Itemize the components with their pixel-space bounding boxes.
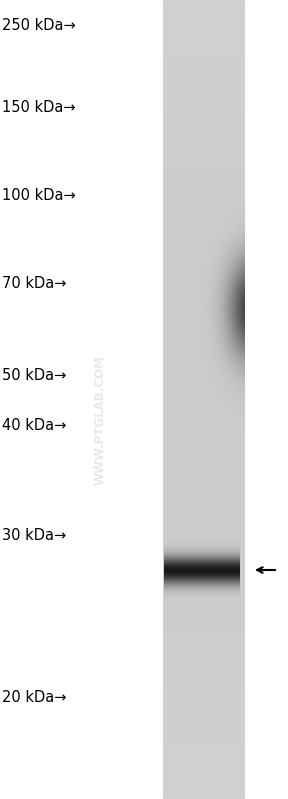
- Text: 250 kDa→: 250 kDa→: [2, 18, 76, 33]
- Text: 100 kDa→: 100 kDa→: [2, 188, 76, 202]
- Text: 150 kDa→: 150 kDa→: [2, 100, 76, 114]
- Text: 40 kDa→: 40 kDa→: [2, 419, 66, 434]
- Text: 30 kDa→: 30 kDa→: [2, 528, 66, 543]
- Text: WWW.PTGLAB.COM: WWW.PTGLAB.COM: [94, 355, 107, 485]
- Text: 70 kDa→: 70 kDa→: [2, 276, 67, 292]
- Text: 20 kDa→: 20 kDa→: [2, 690, 67, 705]
- Text: 50 kDa→: 50 kDa→: [2, 368, 66, 384]
